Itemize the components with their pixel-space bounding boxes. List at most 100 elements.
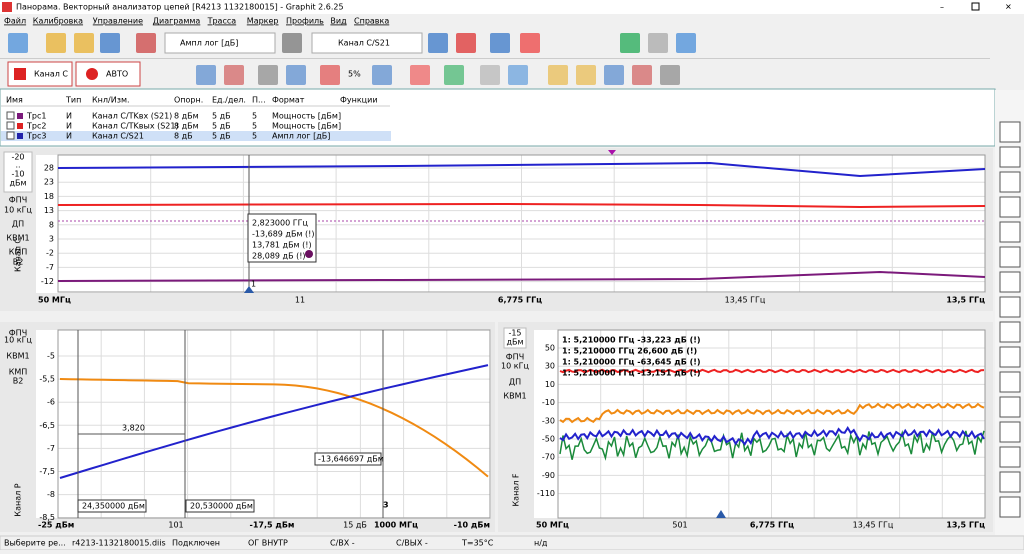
toolbar-button[interactable]	[320, 65, 340, 85]
minimize[interactable]: –	[940, 3, 944, 12]
sidebar-button[interactable]	[999, 121, 1021, 143]
toolbar-button[interactable]	[428, 33, 448, 53]
format-combo[interactable]	[164, 32, 276, 54]
toolbar-button[interactable]	[604, 65, 624, 85]
sidebar-button[interactable]	[999, 171, 1021, 193]
table-cell[interactable]: Ампл лог [дБ]	[272, 132, 330, 141]
menu-item[interactable]: Справка	[354, 17, 389, 26]
sidebar-button[interactable]	[999, 321, 1021, 343]
menu-item[interactable]: Маркер	[247, 17, 279, 26]
menu-item[interactable]: Управление	[93, 17, 143, 26]
toolbar-button[interactable]	[456, 33, 476, 53]
format-combo-text[interactable]: Ампл лог [дБ]	[180, 39, 238, 48]
toolbar-button[interactable]	[676, 33, 696, 53]
side-label[interactable]: КВМ1	[503, 392, 526, 401]
toolbar-button[interactable]	[648, 33, 668, 53]
toolbar-button[interactable]	[286, 65, 306, 85]
menu-item[interactable]: Вид	[330, 17, 347, 26]
sidebar-button[interactable]	[999, 246, 1021, 268]
toolbar-button[interactable]	[410, 65, 430, 85]
side-label[interactable]: КВМ1	[6, 352, 29, 361]
mode-button-text[interactable]: АВТО	[106, 70, 128, 79]
table-cell[interactable]: 5	[252, 112, 257, 121]
sidebar-button[interactable]	[999, 396, 1021, 418]
side-label[interactable]: В2	[13, 258, 24, 267]
menu-item[interactable]: Профиль	[286, 17, 324, 26]
channel-button-text[interactable]: Канал C	[34, 70, 68, 79]
toolbar-button[interactable]	[46, 33, 66, 53]
table-cell[interactable]: 5 дБ	[212, 112, 231, 121]
toolbar-button[interactable]	[196, 65, 216, 85]
toolbar-button[interactable]	[660, 65, 680, 85]
sidebar-button[interactable]	[999, 221, 1021, 243]
table-cell[interactable]: 8 дБм	[174, 122, 199, 131]
side-label[interactable]: ФПЧ	[9, 329, 27, 338]
table-cell[interactable]: 5	[252, 122, 257, 131]
menu-item[interactable]: Файл	[4, 17, 26, 26]
table-cell[interactable]: Трс3	[26, 132, 46, 141]
table-cell[interactable]: Канал С/S21	[92, 132, 144, 141]
toolbar-button[interactable]	[8, 33, 28, 53]
table-cell[interactable]: Канал С/TKвых (S21)	[92, 122, 179, 131]
table-cell[interactable]: 5 дБ	[212, 132, 231, 141]
side-label[interactable]: ДП	[509, 378, 521, 387]
side-label[interactable]: 10 кГц	[501, 362, 529, 371]
side-label[interactable]: КМП	[9, 248, 28, 257]
checkbox[interactable]	[6, 131, 15, 140]
sidebar-button[interactable]	[999, 146, 1021, 168]
toolbar-button[interactable]	[372, 65, 392, 85]
sidebar-button[interactable]	[999, 346, 1021, 368]
toolbar-button[interactable]	[620, 33, 640, 53]
side-label[interactable]: 10 кГц	[4, 336, 32, 345]
side-label[interactable]: -10	[11, 170, 24, 179]
measurement-combo-text[interactable]: Канал C/S21	[338, 39, 390, 48]
toolbar-button[interactable]	[490, 33, 510, 53]
sidebar-button[interactable]	[999, 296, 1021, 318]
toolbar-button[interactable]	[282, 33, 302, 53]
toolbar-button[interactable]	[74, 33, 94, 53]
sidebar-button[interactable]	[999, 496, 1021, 518]
sidebar-button[interactable]	[999, 271, 1021, 293]
menu-item[interactable]: Диаграмма	[153, 17, 201, 26]
measurement-combo[interactable]	[311, 32, 423, 54]
toolbar-button[interactable]	[136, 33, 156, 53]
sidebar-button[interactable]	[999, 471, 1021, 493]
sidebar-button[interactable]	[999, 446, 1021, 468]
table-cell[interactable]: И	[66, 132, 72, 141]
side-label[interactable]: КМП	[9, 368, 28, 377]
side-label[interactable]: ДП	[12, 220, 24, 229]
table-cell[interactable]: Мощность [дБм]	[272, 122, 341, 131]
toolbar-button[interactable]	[224, 65, 244, 85]
toolbar-button[interactable]	[480, 65, 500, 85]
sidebar-button[interactable]	[999, 371, 1021, 393]
table-cell[interactable]: 8 дБм	[174, 112, 199, 121]
table-cell[interactable]: И	[66, 122, 72, 131]
table-cell[interactable]: Трс1	[26, 112, 46, 121]
close[interactable]: ✕	[1005, 3, 1012, 12]
toolbar-button[interactable]	[258, 65, 278, 85]
table-cell[interactable]: 8 дБ	[174, 132, 193, 141]
toolbar-button[interactable]	[576, 65, 596, 85]
toolbar-button[interactable]	[508, 65, 528, 85]
table-cell[interactable]: И	[66, 112, 72, 121]
toolbar-button[interactable]	[632, 65, 652, 85]
checkbox[interactable]	[6, 121, 15, 130]
toolbar-button[interactable]	[444, 65, 464, 85]
sidebar-button[interactable]	[999, 196, 1021, 218]
sidebar-button[interactable]	[999, 421, 1021, 443]
side-label[interactable]: В2	[13, 377, 24, 386]
table-cell[interactable]: 5 дБ	[212, 122, 231, 131]
toolbar-button[interactable]	[100, 33, 120, 53]
side-label[interactable]: -20	[11, 153, 24, 162]
side-label[interactable]: ФПЧ	[9, 196, 27, 205]
maximize[interactable]	[971, 2, 980, 11]
side-label[interactable]: ФПЧ	[506, 353, 524, 362]
checkbox[interactable]	[6, 111, 15, 120]
table-cell[interactable]: 5	[252, 132, 257, 141]
side-label[interactable]: -15	[508, 329, 521, 338]
table-cell[interactable]: Мощность [дБм]	[272, 112, 341, 121]
toolbar-button[interactable]	[548, 65, 568, 85]
side-label[interactable]: дБм	[506, 338, 523, 347]
menu-item[interactable]: Калибровка	[33, 17, 83, 26]
toolbar-button[interactable]	[520, 33, 540, 53]
